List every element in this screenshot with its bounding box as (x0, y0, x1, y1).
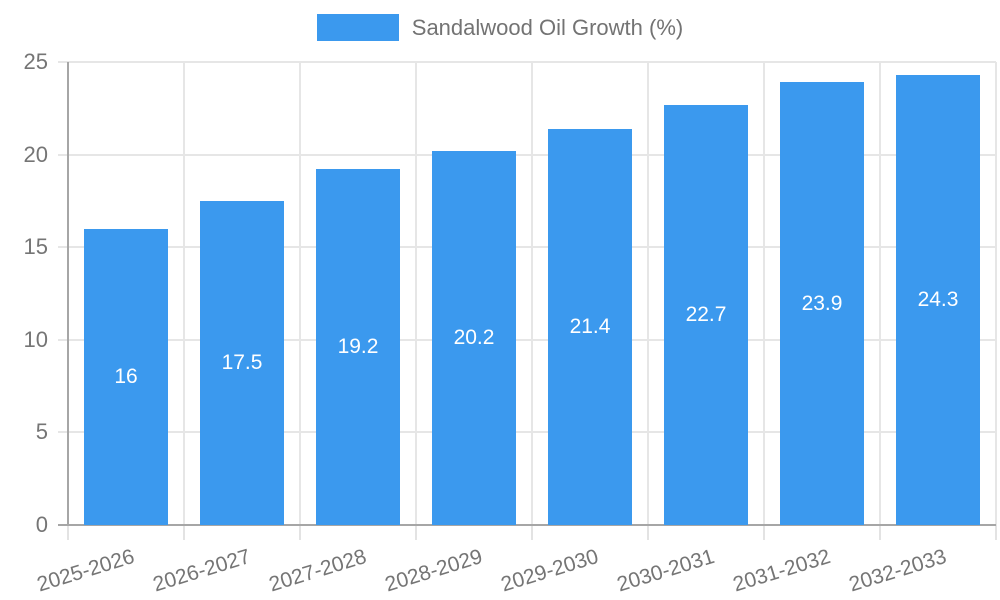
bar-value-label: 21.4 (569, 314, 611, 338)
x-axis-tick-label: 2030-2031 (613, 545, 717, 597)
v-gridline (647, 62, 649, 525)
y-axis-tick-label: 15 (23, 234, 48, 260)
x-axis-tick (879, 525, 881, 540)
x-axis-tick-label: 2028-2029 (381, 545, 485, 597)
h-gridline (58, 246, 996, 249)
v-gridline (531, 62, 533, 525)
bar-value-label: 24.3 (917, 287, 959, 311)
x-axis-tick (995, 525, 997, 540)
bar[interactable]: 22.7 (664, 104, 748, 525)
h-gridline (58, 431, 996, 434)
x-axis-tick-label: 2025-2026 (33, 545, 137, 597)
legend-label: Sandalwood Oil Growth (%) (411, 14, 684, 40)
v-gridline (763, 62, 765, 525)
bar[interactable]: 16 (84, 228, 168, 525)
bar-value-label: 20.2 (453, 325, 495, 349)
bar[interactable]: 17.5 (200, 200, 284, 525)
legend-swatch (316, 14, 399, 41)
x-axis-line (58, 524, 996, 526)
h-gridline (58, 61, 996, 63)
bar-value-label: 23.9 (801, 291, 843, 315)
bar[interactable]: 19.2 (316, 169, 400, 525)
v-gridline (995, 62, 997, 525)
v-gridline (879, 62, 881, 525)
y-axis-tick-label: 5 (35, 419, 48, 445)
x-axis-tick-label: 2032-2033 (845, 545, 949, 597)
v-gridline (415, 62, 417, 525)
bar[interactable]: 21.4 (548, 128, 632, 525)
y-axis-tick-label: 0 (35, 512, 48, 537)
y-axis-line (67, 62, 69, 525)
h-gridline (58, 153, 996, 156)
bar[interactable]: 20.2 (432, 150, 516, 525)
y-axis-tick-label: 10 (23, 326, 48, 352)
x-axis-tick-label: 2031-2032 (729, 545, 833, 597)
bar-value-label: 22.7 (685, 302, 727, 326)
x-axis-tick-label: 2029-2030 (497, 545, 601, 597)
y-axis-tick-label: 25 (23, 49, 48, 74)
x-axis-tick (647, 525, 649, 540)
x-axis-tick (67, 525, 69, 540)
bar-value-label: 17.5 (221, 350, 263, 374)
x-axis-tick (299, 525, 301, 540)
x-axis-tick (763, 525, 765, 540)
plot-area: 16 17.5 19.2 20.2 21.4 22.7 23.9 24.3 (58, 61, 997, 540)
bar[interactable]: 24.3 (896, 74, 980, 525)
x-axis-tick (415, 525, 417, 540)
legend[interactable]: Sandalwood Oil Growth (%) (0, 14, 1000, 41)
x-axis-tick (183, 525, 185, 540)
v-gridline (299, 62, 301, 525)
bar[interactable]: 23.9 (780, 82, 864, 525)
x-axis-tick (531, 525, 533, 540)
y-axis-tick-label: 20 (23, 141, 48, 167)
bar-value-label: 16 (114, 364, 138, 388)
v-gridline (183, 62, 185, 525)
h-gridline (58, 338, 996, 341)
x-axis-tick-label: 2026-2027 (149, 545, 253, 597)
bar-value-label: 19.2 (337, 335, 379, 359)
x-axis-tick-label: 2027-2028 (265, 545, 369, 597)
